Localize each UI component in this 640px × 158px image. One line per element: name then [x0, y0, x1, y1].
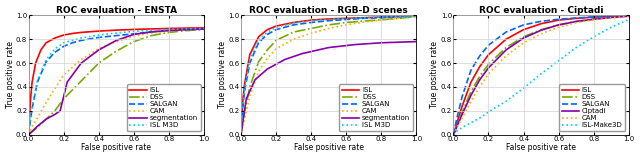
Y-axis label: True positive rate: True positive rate — [430, 42, 440, 109]
X-axis label: False positive rate: False positive rate — [506, 143, 576, 152]
Y-axis label: True positive rate: True positive rate — [218, 42, 227, 109]
Legend: ISL, DSS, SALGAN, CAM, segmentation, ISL M3D: ISL, DSS, SALGAN, CAM, segmentation, ISL… — [339, 84, 413, 131]
Legend: ISL, DSS, SALGAN, CAM, segmentation, ISL M3D: ISL, DSS, SALGAN, CAM, segmentation, ISL… — [127, 84, 200, 131]
Legend: ISL, DSS, SALGAN, Ciptadi, CAM, ISL-Make3D: ISL, DSS, SALGAN, Ciptadi, CAM, ISL-Make… — [559, 84, 625, 131]
Y-axis label: True positive rate: True positive rate — [6, 42, 15, 109]
Title: ROC evaluation - Ciptadi: ROC evaluation - Ciptadi — [479, 6, 604, 15]
Title: ROC evaluation - RGB-D scenes: ROC evaluation - RGB-D scenes — [250, 6, 408, 15]
X-axis label: False positive rate: False positive rate — [294, 143, 364, 152]
Title: ROC evaluation - ENSTA: ROC evaluation - ENSTA — [56, 6, 177, 15]
X-axis label: False positive rate: False positive rate — [81, 143, 151, 152]
